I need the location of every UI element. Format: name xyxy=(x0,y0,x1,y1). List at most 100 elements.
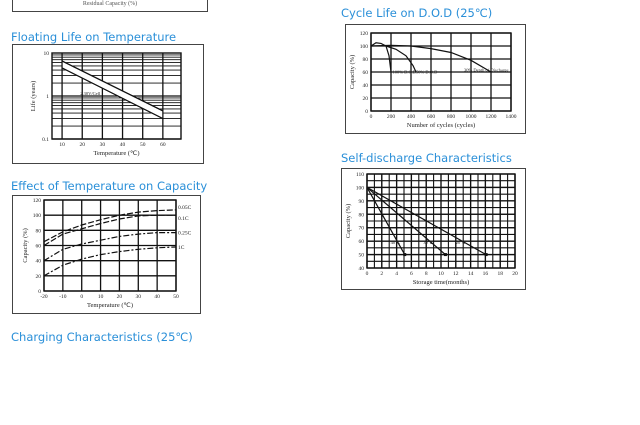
y-tick-label: 100 xyxy=(356,185,365,191)
floating-life-chart-frame xyxy=(12,44,204,164)
data-point xyxy=(443,253,447,257)
y-tick-label: 90 xyxy=(359,199,365,205)
y-tick-label: 10 xyxy=(44,51,50,57)
x-axis-label: Number of cycles (cycles) xyxy=(407,122,475,129)
annotation: 50% D.O.D xyxy=(416,69,438,74)
y-tick-label: 60 xyxy=(359,239,365,245)
y-tick-label: 0 xyxy=(38,289,41,295)
x-tick-label: 400 xyxy=(407,114,416,120)
y-tick-label: 60 xyxy=(36,244,42,250)
annotation: 40℃ xyxy=(391,240,402,245)
x-tick-label: -20 xyxy=(40,294,48,300)
annotation: 30℃ xyxy=(423,240,434,245)
y-tick-label: 80 xyxy=(359,212,365,218)
series-line xyxy=(43,209,177,243)
y-tick-label: 40 xyxy=(359,266,365,272)
series-line xyxy=(43,214,176,247)
x-tick-label: 50 xyxy=(140,142,146,148)
y-axis-label: Capacity (%) xyxy=(349,55,356,89)
y-tick-label: 70 xyxy=(359,226,365,232)
series-label: 0.25C xyxy=(178,231,192,237)
x-tick-label: -10 xyxy=(59,294,67,300)
x-tick-label: 60 xyxy=(160,142,166,148)
residual-capacity-chart-partial: Residual Capacity (%) xyxy=(12,0,208,12)
y-tick-label: 80 xyxy=(363,57,369,63)
x-tick-label: 6 xyxy=(410,271,413,277)
series-line xyxy=(366,186,487,256)
y-tick-label: 1 xyxy=(46,94,49,100)
y-axis-label: Capacity (%) xyxy=(22,228,29,262)
series-line xyxy=(366,186,446,256)
annotation: 30% Depth of Discharge xyxy=(464,67,509,72)
x-tick-label: 200 xyxy=(387,114,396,120)
series-label: 1C xyxy=(178,245,185,251)
x-axis-label: Temperature (℃) xyxy=(87,302,133,309)
y-tick-label: 20 xyxy=(36,274,42,280)
y-tick-label: 100 xyxy=(360,44,369,50)
x-tick-label: 30 xyxy=(136,294,142,300)
section-title-floating-life: Floating Life on Temperature xyxy=(11,30,177,44)
series-line xyxy=(43,232,176,262)
x-tick-label: 0 xyxy=(80,294,83,300)
x-tick-label: 0 xyxy=(370,114,373,120)
x-tick-label: 10 xyxy=(438,271,444,277)
y-tick-label: 120 xyxy=(33,198,42,204)
x-tick-label: 1000 xyxy=(466,114,477,120)
y-tick-label: 100 xyxy=(33,213,42,219)
annotation: 100% D.O.D xyxy=(393,69,417,74)
series-line xyxy=(43,246,177,277)
y-tick-label: 110 xyxy=(356,172,364,178)
annotation: 20℃ xyxy=(456,240,467,245)
annotation: 2.30V/Cell xyxy=(80,91,101,96)
y-tick-label: 80 xyxy=(36,228,42,234)
y-axis-label: Life (years) xyxy=(30,81,37,112)
x-tick-label: 2 xyxy=(380,271,383,277)
section-title-cycle-life: Cycle Life on D.O.D (25℃) xyxy=(341,6,493,20)
x-tick-label: 1400 xyxy=(506,114,517,120)
life-band xyxy=(61,60,164,120)
x-tick-label: 14 xyxy=(468,271,474,277)
series-label: 0.1C xyxy=(178,216,189,222)
y-tick-label: 40 xyxy=(36,259,42,265)
cycle-life-chart-frame xyxy=(345,24,526,134)
x-tick-label: 10 xyxy=(98,294,104,300)
x-tick-label: 12 xyxy=(453,271,459,277)
axis-label: Residual Capacity (%) xyxy=(82,1,138,7)
x-tick-label: 40 xyxy=(154,294,160,300)
x-tick-label: 8 xyxy=(425,271,428,277)
x-tick-label: 10 xyxy=(59,142,65,148)
x-tick-label: 20 xyxy=(117,294,123,300)
x-tick-label: 18 xyxy=(497,271,503,277)
y-tick-label: 60 xyxy=(363,70,369,76)
x-tick-label: 40 xyxy=(120,142,126,148)
y-tick-label: 40 xyxy=(363,83,369,89)
x-tick-label: 30 xyxy=(100,142,106,148)
y-tick-label: 0 xyxy=(365,109,368,115)
section-title-charging: Charging Characteristics (25℃) xyxy=(11,330,193,344)
section-title-temperature-capacity: Effect of Temperature on Capacity xyxy=(11,179,208,193)
data-point xyxy=(484,253,488,257)
section-title-self-discharge: Self-discharge Characteristics xyxy=(341,151,512,165)
x-tick-label: 4 xyxy=(395,271,398,277)
x-tick-label: 50 xyxy=(173,294,179,300)
y-axis-label: Capacity (%) xyxy=(345,204,352,238)
x-tick-label: 800 xyxy=(447,114,456,120)
series-line xyxy=(366,187,406,255)
y-tick-label: 50 xyxy=(359,253,365,259)
series-line xyxy=(370,44,492,73)
y-tick-label: 0.1 xyxy=(42,137,49,143)
x-axis-label: Temperature (℃) xyxy=(93,150,139,157)
x-tick-label: 1200 xyxy=(486,114,497,120)
series-line xyxy=(385,45,417,73)
y-tick-label: 20 xyxy=(363,96,369,102)
x-tick-label: 0 xyxy=(366,271,369,277)
x-tick-label: 20 xyxy=(79,142,85,148)
y-tick-label: 120 xyxy=(360,31,369,37)
series-line xyxy=(370,42,392,73)
x-tick-label: 20 xyxy=(512,271,518,277)
data-point xyxy=(403,253,407,257)
x-tick-label: 600 xyxy=(427,114,436,120)
series-label: 0.05C xyxy=(178,205,192,211)
x-tick-label: 16 xyxy=(483,271,489,277)
